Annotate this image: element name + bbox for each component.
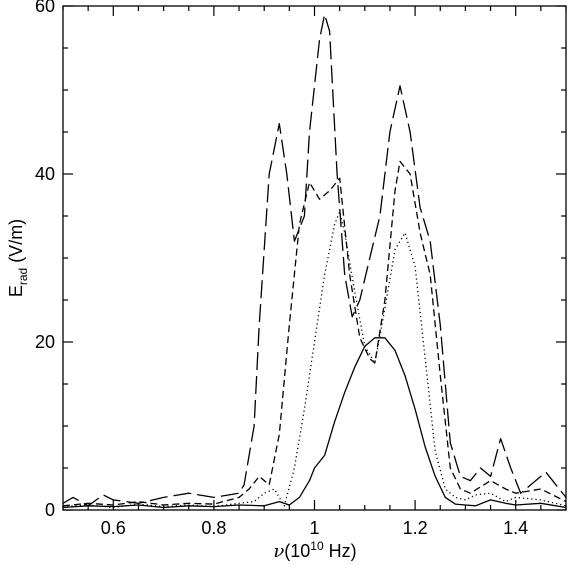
axes-layer: 0.6 0.8 1 1.2 1.4 0 20 40 60 bbox=[35, 0, 567, 538]
y-tick-label: 20 bbox=[35, 332, 55, 352]
series-line-solid bbox=[62, 337, 567, 509]
x-tick-label: 0.8 bbox=[201, 518, 226, 538]
series-layer bbox=[62, 13, 567, 509]
series-line-long-dash bbox=[62, 13, 567, 507]
y-tick-label: 0 bbox=[45, 500, 55, 520]
y-axis-title: Erad (V/m) bbox=[6, 219, 30, 297]
y-tick-label: 40 bbox=[35, 164, 55, 184]
x-tick-label: 0.6 bbox=[101, 518, 126, 538]
x-tick-label: 1.4 bbox=[503, 518, 528, 538]
y-tick-label: 60 bbox=[35, 0, 55, 16]
x-tick-label: 1.2 bbox=[403, 518, 428, 538]
x-axis-title: ν(1010 Hz) bbox=[273, 539, 356, 562]
x-tick-label: 1 bbox=[309, 518, 319, 538]
series-line-dotted bbox=[62, 211, 567, 509]
series-line-short-dash bbox=[62, 160, 567, 507]
